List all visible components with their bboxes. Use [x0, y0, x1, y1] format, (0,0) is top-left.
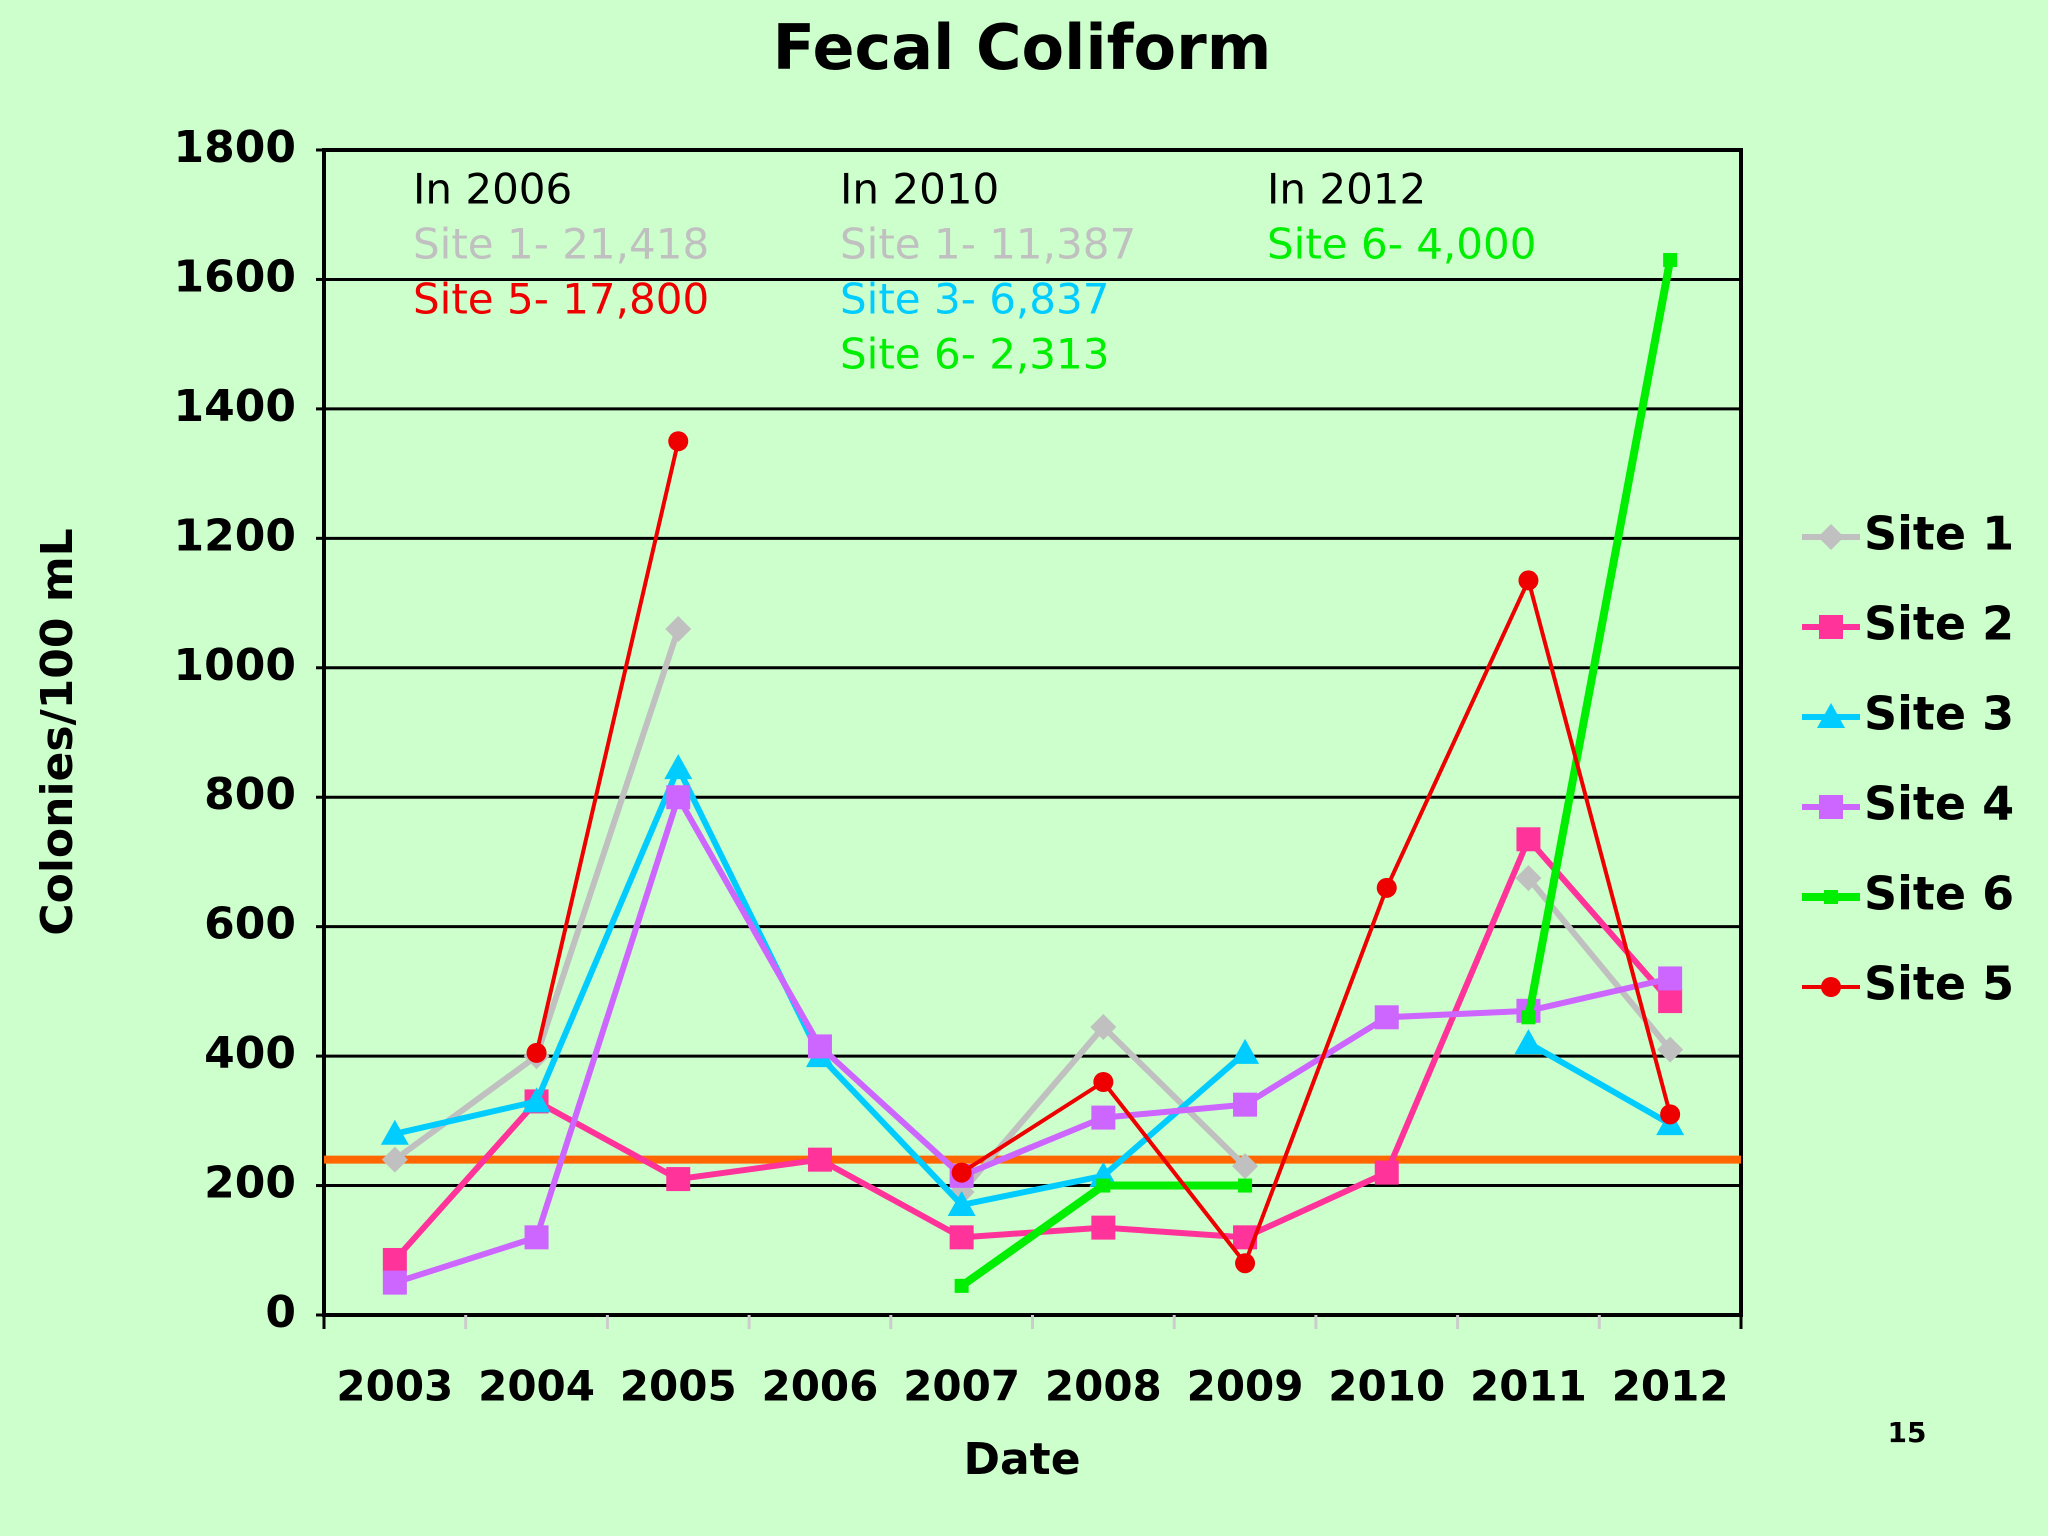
chart-title: Fecal Coliform — [773, 11, 1272, 84]
marker — [1824, 890, 1838, 904]
marker — [1819, 615, 1843, 639]
marker — [1817, 703, 1845, 728]
legend-label: Site 5 — [1864, 957, 2014, 1011]
x-tick-label: 2009 — [1187, 1362, 1304, 1411]
y-tick-label: 600 — [204, 899, 296, 950]
x-tick-label: 2012 — [1612, 1362, 1729, 1411]
legend-label: Site 2 — [1864, 597, 2014, 651]
y-tick-label: 800 — [204, 769, 296, 820]
marker — [522, 1087, 551, 1113]
x-tick-label: 2005 — [620, 1362, 737, 1411]
marker — [1516, 827, 1541, 852]
marker — [807, 1034, 832, 1059]
annotation: Site 6- 4,000 — [1267, 220, 1536, 269]
marker — [382, 1270, 407, 1295]
legend-label: Site 1 — [1864, 507, 2014, 561]
y-tick-label: 0 — [265, 1287, 296, 1338]
marker — [666, 1167, 691, 1192]
marker — [1819, 795, 1843, 819]
x-tick-label: 2004 — [478, 1362, 595, 1411]
marker — [1096, 1178, 1111, 1193]
y-tick-label: 1200 — [174, 510, 296, 561]
marker — [1238, 1178, 1253, 1193]
page-number: 15 — [1888, 1416, 1927, 1449]
marker — [1818, 524, 1844, 550]
y-tick-label: 1400 — [174, 381, 296, 432]
x-tick-label: 2008 — [1045, 1362, 1162, 1411]
marker — [381, 1146, 408, 1173]
marker — [665, 615, 692, 642]
marker — [1515, 865, 1542, 892]
marker — [1658, 966, 1683, 991]
y-tick-label: 1800 — [174, 122, 296, 173]
marker — [1514, 1029, 1543, 1055]
x-axis-title: Date — [963, 1434, 1080, 1485]
y-tick-label: 1600 — [174, 251, 296, 302]
marker — [947, 1190, 976, 1216]
annotation: Site 3- 6,837 — [840, 275, 1109, 324]
x-tick-label: 2010 — [1328, 1362, 1445, 1411]
y-axis-title: Colonies/100 mL — [32, 528, 83, 935]
marker — [951, 1162, 972, 1183]
marker — [1374, 1005, 1399, 1030]
marker — [1235, 1253, 1256, 1274]
marker — [807, 1147, 832, 1172]
annotation: In 2012 — [1267, 165, 1426, 214]
marker — [1657, 1036, 1684, 1063]
annotation: Site 1- 21,418 — [413, 220, 709, 269]
series-line — [393, 794, 1671, 1286]
marker — [1663, 253, 1678, 268]
marker — [526, 1042, 547, 1063]
marker — [666, 785, 691, 810]
marker — [524, 1225, 549, 1250]
marker — [1090, 1013, 1117, 1040]
marker — [668, 431, 689, 452]
marker — [1376, 877, 1397, 898]
marker — [1660, 1104, 1681, 1125]
marker — [664, 754, 693, 780]
annotation: In 2010 — [840, 165, 999, 214]
marker — [1521, 1010, 1536, 1025]
legend-label: Site 3 — [1864, 687, 2014, 741]
annotation: Site 5- 17,800 — [413, 275, 709, 324]
x-tick-label: 2003 — [336, 1362, 453, 1411]
marker — [1233, 1092, 1258, 1117]
x-tick-label: 2007 — [903, 1362, 1020, 1411]
marker — [1093, 1072, 1114, 1092]
legend-label: Site 4 — [1864, 777, 2014, 831]
marker — [1091, 1105, 1116, 1130]
annotation: Site 6- 2,313 — [840, 330, 1109, 379]
marker — [382, 1247, 407, 1272]
series-line — [534, 440, 1673, 1266]
marker — [1821, 977, 1841, 997]
annotation: Site 1- 11,387 — [840, 220, 1136, 269]
x-tick-label: 2011 — [1470, 1362, 1587, 1411]
legend-label: Site 6 — [1864, 867, 2014, 921]
y-tick-label: 200 — [204, 1158, 296, 1209]
marker — [1232, 1153, 1259, 1180]
marker — [1231, 1038, 1260, 1064]
marker — [380, 1119, 409, 1145]
marker — [1091, 1215, 1116, 1240]
marker — [1518, 570, 1539, 591]
y-tick-label: 400 — [204, 1028, 296, 1079]
marker — [954, 1278, 969, 1293]
marker — [1658, 989, 1683, 1014]
marker — [949, 1225, 974, 1250]
annotation: In 2006 — [413, 165, 572, 214]
y-tick-label: 1000 — [174, 640, 296, 691]
x-tick-label: 2006 — [761, 1362, 878, 1411]
marker — [1374, 1160, 1399, 1185]
